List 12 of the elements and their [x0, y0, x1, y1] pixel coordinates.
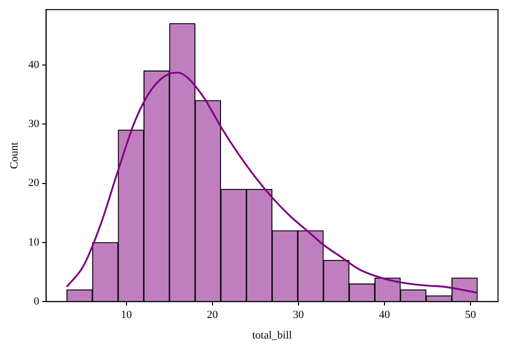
y-axis-title: Count: [8, 142, 20, 170]
y-tick-label: 40: [28, 58, 40, 71]
x-tick-label: 20: [206, 309, 218, 322]
x-tick-label: 50: [464, 309, 476, 322]
y-tick-label: 0: [34, 295, 40, 308]
x-tick-label: 40: [378, 309, 390, 322]
x-axis-title: total_bill: [252, 329, 292, 342]
y-tick-label: 10: [28, 236, 40, 248]
x-tick-label: 10: [120, 309, 132, 322]
x-tick-label: 30: [292, 309, 304, 322]
y-tick-label: 20: [28, 177, 40, 190]
y-tick-label: 30: [28, 118, 40, 130]
